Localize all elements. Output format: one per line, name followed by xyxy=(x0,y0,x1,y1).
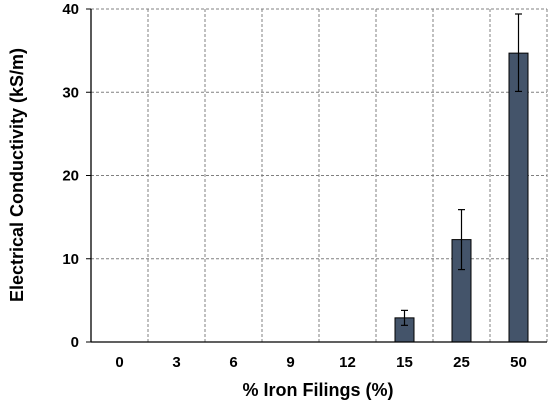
x-tick-label: 0 xyxy=(115,354,123,371)
bar xyxy=(508,52,529,343)
x-tick-label: 9 xyxy=(286,354,294,371)
y-tick-label: 40 xyxy=(62,1,79,18)
x-tick-labels: 0 3 6 9 12 15 25 50 xyxy=(115,354,527,371)
axes xyxy=(86,8,547,343)
x-tick-label: 3 xyxy=(172,354,180,371)
y-tick-label: 20 xyxy=(62,168,79,185)
x-tick-label: 12 xyxy=(339,354,356,371)
gridlines xyxy=(91,8,548,342)
y-tick-label: 0 xyxy=(71,334,79,351)
y-tick-label: 30 xyxy=(62,84,79,101)
x-tick-label: 15 xyxy=(396,354,413,371)
error-bars xyxy=(401,13,522,326)
x-axis-label: % Iron Filings (%) xyxy=(243,380,394,400)
x-tick-label: 25 xyxy=(453,354,470,371)
y-tick-labels: 0 10 20 30 40 xyxy=(62,1,79,351)
bars xyxy=(394,52,529,343)
y-axis-label: Electrical Conductivity (kS/m) xyxy=(7,48,27,302)
x-tick-label: 6 xyxy=(229,354,237,371)
y-tick-label: 10 xyxy=(62,251,79,268)
x-tick-label: 50 xyxy=(510,354,527,371)
